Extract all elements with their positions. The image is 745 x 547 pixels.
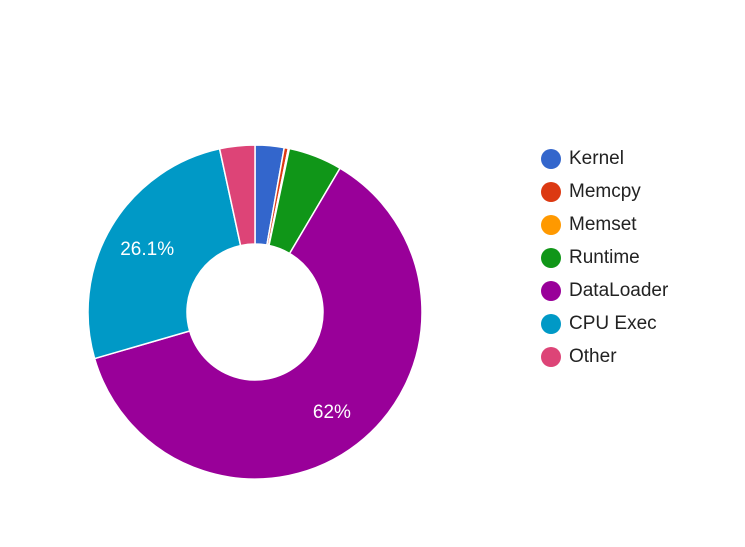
legend-swatch-icon xyxy=(541,181,561,202)
chart-legend: Kernel Memcpy Memset Runtime DataLoader CPU E… xyxy=(541,142,668,373)
legend-item-memcpy[interactable]: Memcpy xyxy=(541,175,668,208)
legend-swatch-icon xyxy=(541,148,561,169)
legend-label: Memset xyxy=(569,213,637,235)
legend-label: DataLoader xyxy=(569,279,669,301)
slice-other[interactable] xyxy=(218,144,256,247)
legend-label: Memcpy xyxy=(569,180,641,202)
legend-label: Runtime xyxy=(569,246,640,268)
donut-slices xyxy=(87,144,423,480)
legend-swatch-icon xyxy=(541,313,561,334)
legend-item-kernel[interactable]: Kernel xyxy=(541,142,668,175)
legend-label: CPU Exec xyxy=(569,312,657,334)
legend-item-runtime[interactable]: Runtime xyxy=(541,241,668,274)
slice-labels: 62% 26.1% xyxy=(120,239,351,423)
legend-swatch-icon xyxy=(541,247,561,268)
legend-swatch-icon xyxy=(541,280,561,301)
legend-item-memset[interactable]: Memset xyxy=(541,208,668,241)
legend-item-dataloader[interactable]: DataLoader xyxy=(541,274,668,307)
slice-label-cpu-exec: 26.1% xyxy=(120,239,174,260)
slice-cpu-exec[interactable] xyxy=(87,147,242,360)
legend-swatch-icon xyxy=(541,346,561,367)
legend-swatch-icon xyxy=(541,214,561,235)
legend-item-other[interactable]: Other xyxy=(541,340,668,373)
legend-label: Kernel xyxy=(569,147,624,169)
legend-label: Other xyxy=(569,345,617,367)
legend-item-cpu-exec[interactable]: CPU Exec xyxy=(541,307,668,340)
slice-label-dataloader: 62% xyxy=(313,402,351,423)
slice-dataloader[interactable] xyxy=(93,167,423,480)
